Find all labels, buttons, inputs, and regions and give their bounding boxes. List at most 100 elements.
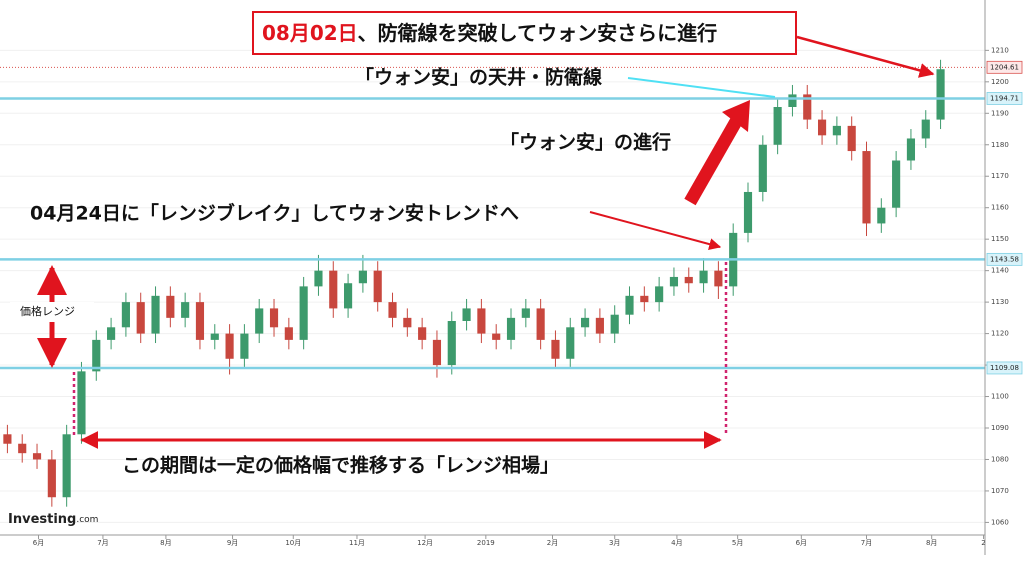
candle-body [595,317,604,334]
level-label-bg [986,60,1023,74]
x-tick-label: 7月 [97,539,108,547]
x-tick-label: 3月 [609,539,620,547]
candle-body [936,69,945,120]
candle-body [240,333,249,359]
candle-body [210,333,219,340]
candle-body [47,459,56,498]
candle-body [492,333,501,340]
candle-body [284,327,293,340]
candle-body [181,302,190,318]
y-tick-label: 1100 [991,393,1009,401]
title-text: 、防衛線を突破してウォン安さらに進行 [358,21,717,45]
candle-body [373,270,382,303]
candle-body [18,443,27,454]
candle-body [551,339,560,359]
logo-main: Investing [8,512,76,527]
candle-body [3,434,12,444]
candle-body [640,295,649,303]
annotation: この期間は一定の価格幅で推移する「レンジ相場」 [122,454,559,477]
candle-body [344,283,353,309]
x-tick-label: 2月 [547,539,558,547]
level-label-bg [986,252,1023,266]
x-tick-label: 2 [981,539,985,547]
candle-body [803,94,812,120]
candle-body [832,125,841,136]
y-tick-label: 1140 [991,267,1009,275]
x-tick-label: 6月 [796,539,807,547]
candle-body [817,119,827,136]
candle-body [536,308,545,340]
level-label: 1194.71 [990,94,1019,102]
candle-body [877,207,886,224]
level-label: 1109.08 [990,364,1019,372]
annotation: 「ウォン安」の進行 [500,131,671,154]
y-tick-label: 1170 [991,172,1009,180]
y-tick-label: 1200 [991,78,1009,86]
candle-body [714,270,723,287]
y-tick-label: 1160 [991,204,1009,212]
candle-body [388,302,397,318]
annotation: 「ウォン安」の天井・防衛線 [355,66,602,89]
y-tick-label: 1190 [991,109,1009,117]
y-tick-label: 1120 [991,330,1009,338]
candle-body [758,144,767,192]
ceiling-pointer [627,77,776,98]
candle-body [610,314,619,334]
x-tick-label: 8月 [160,539,171,547]
candle-body [299,286,308,340]
level-label-bg [986,361,1023,375]
candle-body [329,270,338,309]
chart-title: 08月02日、防衛線を突破してウォン安さらに進行 [262,21,717,45]
y-tick-label: 1080 [991,455,1009,463]
trend-arrow-shaft [684,114,744,206]
title-date: 08月02日 [262,21,358,45]
candle-body [906,138,916,161]
candle-body [447,321,456,366]
y-tick-label: 1150 [991,235,1009,243]
candle-body [477,308,486,334]
candle-body [699,270,708,284]
candle-body [462,308,471,321]
annotation: 価格レンジ [20,304,75,318]
candle-body [166,295,175,318]
level-label-bg [986,92,1023,105]
candle-body [566,327,575,359]
candle-body [788,94,797,107]
candle-body [625,295,634,315]
candle-body [506,317,516,340]
y-tick-label: 1210 [991,46,1009,54]
x-tick-label: 4月 [671,539,682,547]
candle-body [225,333,234,359]
candle-body [521,308,530,318]
candle-body [862,151,871,224]
candle-body [432,339,442,366]
candle-body [136,302,145,334]
x-tick-label: 2019 [477,539,495,547]
y-tick-label: 1090 [991,424,1009,432]
x-tick-label: 6月 [33,539,44,547]
candle-body [581,317,590,328]
price-range-bg [10,302,94,322]
x-tick-label: 5月 [732,539,743,547]
candle-body [684,276,693,284]
candle-body [358,270,367,284]
logo-suffix: .com [76,515,98,525]
candle-body [255,308,264,334]
title-box [252,11,797,55]
candle-body [418,327,427,340]
annotation: 04月24日に「レンジブレイク」してウォン安トレンドへ [30,202,519,225]
x-tick-label: 12月 [417,539,433,547]
candle-body [151,295,160,334]
level-label: 1143.58 [990,255,1019,263]
level-label: 1204.61 [990,63,1019,71]
candle-body [743,191,753,233]
candle-body [847,125,856,152]
candle-body [314,270,323,287]
x-tick-label: 11月 [349,539,365,547]
candle-body [62,434,71,498]
trend-arrow-head [722,100,750,132]
x-tick-label: 9月 [227,539,238,547]
y-tick-label: 1060 [991,518,1009,526]
candle-body [892,160,901,208]
